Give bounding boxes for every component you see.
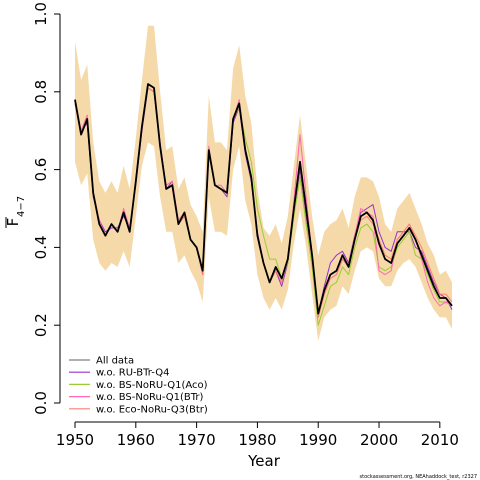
confidence-band-layer (75, 25, 452, 341)
y-ticks: 0.0 0.2 0.4 0.6 0.8 1.0 (32, 2, 60, 415)
x-tick-label: 1980 (238, 431, 276, 449)
confidence-band (75, 25, 452, 341)
legend-label-w-o-eco-noru-q3-btr: w.o. Eco-NoRu-Q3(Btr) (96, 404, 208, 415)
series-line-all-data (74, 83, 453, 315)
y-tick-label: 1.0 (32, 2, 50, 26)
y-axis-title-sub: 4−7 (16, 196, 27, 217)
x-tick-label: 1990 (299, 431, 337, 449)
y-tick-label: 0.2 (32, 313, 50, 337)
y-tick-label: 0.0 (32, 391, 50, 415)
x-tick-label: 1970 (178, 431, 216, 449)
x-axis: 1950 1960 1970 1980 1990 2000 2010 (56, 421, 459, 449)
x-tick-label: 2010 (421, 431, 459, 449)
y-axis-title: F 4−7 (4, 196, 27, 228)
credit-text: stockassessment.org, NEAhaddock_test, r2… (360, 474, 477, 480)
y-tick-label: 0.8 (32, 80, 50, 104)
x-tick-label: 1960 (117, 431, 155, 449)
x-ticks: 1950 1960 1970 1980 1990 2000 2010 (56, 422, 459, 449)
y-axis: 0.0 0.2 0.4 0.6 0.8 1.0 (32, 2, 61, 415)
legend-label-w-o-ru-btr-q4: w.o. RU-BTr-Q4 (96, 368, 169, 379)
x-axis-title: Year (247, 452, 281, 470)
y-tick-label: 0.4 (32, 235, 50, 259)
legend-label-all-data: All data (96, 356, 134, 367)
legend-label-w-o-bs-noru-q1-btr: w.o. BS-NoRu-Q1(BTr) (96, 392, 204, 403)
x-tick-label: 1950 (56, 431, 94, 449)
series-layer (74, 83, 453, 326)
x-tick-label: 2000 (360, 431, 398, 449)
y-tick-label: 0.6 (32, 158, 50, 182)
legend-label-w-o-bs-noru-q1-aco: w.o. BS-NoRU-Q1(Aco) (96, 380, 208, 391)
y-axis-title-main: F (4, 218, 22, 227)
